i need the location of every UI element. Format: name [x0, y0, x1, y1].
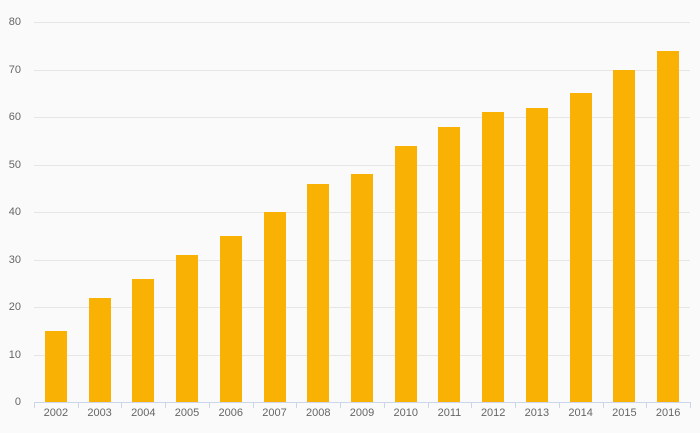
x-axis-tick [646, 402, 648, 408]
bar-2012[interactable] [482, 112, 505, 402]
x-axis-tick [34, 402, 35, 408]
x-axis-label-2002: 2002 [43, 407, 69, 419]
x-axis-tick [558, 402, 560, 408]
bar-2004[interactable] [132, 278, 155, 402]
x-axis-label-2012: 2012 [480, 407, 506, 419]
y-axis-label-80: 80 [8, 16, 21, 28]
bar-2015[interactable] [613, 69, 636, 402]
y-axis-label-70: 70 [8, 63, 21, 76]
gridline-50 [34, 164, 690, 166]
y-axis-label-10: 10 [8, 348, 21, 361]
x-axis-label-2007: 2007 [262, 407, 287, 419]
x-axis-label-2006: 2006 [218, 407, 244, 419]
x-axis-label-2008: 2008 [306, 407, 331, 419]
bar-2013[interactable] [525, 107, 548, 402]
bar-2010[interactable] [394, 145, 417, 402]
x-axis-tick [165, 402, 167, 408]
y-axis-label-20: 20 [8, 301, 21, 313]
x-axis-tick [208, 402, 210, 408]
x-axis-label-2009: 2009 [349, 407, 375, 419]
x-axis-tick [77, 402, 79, 408]
x-axis-label-2014: 2014 [568, 407, 593, 419]
y-axis-label-60: 60 [8, 111, 21, 123]
x-axis-label-2016: 2016 [655, 407, 681, 419]
bar-2008[interactable] [307, 183, 330, 402]
x-axis-tick [252, 402, 254, 408]
bar-2016[interactable] [657, 50, 680, 402]
bar-2005[interactable] [176, 254, 199, 402]
x-axis-tick [602, 402, 604, 408]
y-axis-label-0: 0 [14, 396, 21, 408]
x-axis-label-2011: 2011 [437, 407, 462, 419]
x-axis-line [34, 402, 691, 403]
x-axis-tick [690, 402, 691, 408]
x-axis-label-2013: 2013 [524, 407, 550, 419]
bar-2011[interactable] [438, 126, 461, 402]
bar-2006[interactable] [219, 235, 242, 402]
gridline-70 [34, 69, 690, 71]
y-axis-label-50: 50 [8, 158, 21, 171]
x-axis-tick [296, 402, 298, 408]
x-axis-label-2003: 2003 [87, 407, 112, 419]
x-axis-label-2010: 2010 [393, 407, 418, 419]
x-axis-tick [340, 402, 342, 408]
y-axis-label-40: 40 [8, 206, 21, 218]
x-axis-label-2004: 2004 [131, 407, 156, 419]
x-axis-label-2015: 2015 [612, 407, 637, 419]
bar-2007[interactable] [263, 212, 286, 402]
bar-2009[interactable] [351, 174, 373, 402]
x-axis-tick [121, 402, 123, 408]
x-axis-tick [427, 402, 429, 408]
x-axis-tick [383, 402, 385, 408]
gridline-60 [34, 117, 690, 118]
x-axis-tick [515, 402, 517, 408]
bar-2003[interactable] [88, 297, 111, 402]
x-axis-label-2005: 2005 [174, 407, 200, 419]
y-axis-label-30: 30 [8, 253, 21, 266]
bar-2014[interactable] [569, 93, 592, 402]
bar-2002[interactable] [44, 330, 67, 402]
x-axis-tick [471, 402, 473, 408]
gridline-80 [34, 22, 690, 23]
